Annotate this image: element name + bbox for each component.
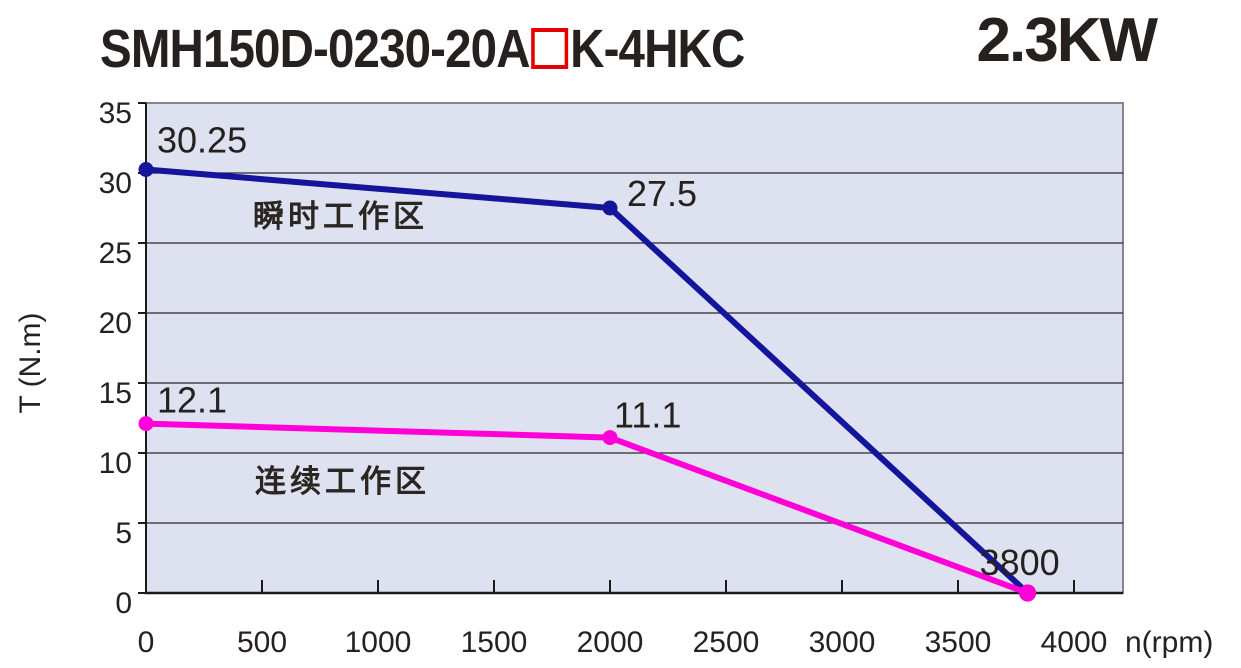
data-label-11.1: 11.1 <box>614 395 681 436</box>
data-label-12.1: 12.1 <box>157 380 227 421</box>
x-tick-label-3500: 3500 <box>925 626 992 659</box>
series-marker <box>602 200 618 216</box>
series-marker <box>1019 584 1037 602</box>
y-tick-label-10: 10 <box>99 447 132 480</box>
x-axis-title: n(rpm) <box>1125 626 1213 659</box>
region-label-2: 连续工作区 <box>255 464 430 499</box>
y-tick-label-35: 35 <box>99 97 132 130</box>
y-tick-label-30: 30 <box>99 167 132 200</box>
series-marker <box>138 416 154 432</box>
x-tick-label-500: 500 <box>237 626 287 659</box>
y-tick-label-0: 0 <box>115 587 132 620</box>
series-marker <box>138 162 154 177</box>
model-placeholder-box <box>531 28 569 69</box>
data-label-3800: 3800 <box>980 542 1060 583</box>
model-prefix: SMH150D-0230-20A <box>100 19 531 79</box>
x-tick-label-1000: 1000 <box>345 626 412 659</box>
data-label-27.5: 27.5 <box>627 173 697 214</box>
chart-header: SMH150D-0230-20A K-4HKC 2.3KW <box>100 6 1158 80</box>
power-rating: 2.3KW <box>976 6 1158 75</box>
x-tick-label-2000: 2000 <box>577 626 644 659</box>
x-tick-label-3000: 3000 <box>809 626 876 659</box>
series-marker <box>602 430 618 446</box>
y-tick-label-25: 25 <box>99 237 132 270</box>
model-suffix: K-4HKC <box>570 19 745 79</box>
x-tick-label-4000: 4000 <box>1041 626 1108 659</box>
y-tick-label-5: 5 <box>115 517 132 550</box>
y-tick-label-20: 20 <box>99 307 132 340</box>
model-name: SMH150D-0230-20A K-4HKC <box>100 6 745 80</box>
y-axis-title: T (N.m) <box>14 312 47 413</box>
x-tick-label-0: 0 <box>138 626 155 659</box>
x-tick-label-2500: 2500 <box>693 626 760 659</box>
y-tick-label-15: 15 <box>99 377 132 410</box>
data-label-30.25: 30.25 <box>157 120 247 161</box>
region-label-1: 瞬时工作区 <box>253 199 428 234</box>
x-tick-label-1500: 1500 <box>461 626 528 659</box>
